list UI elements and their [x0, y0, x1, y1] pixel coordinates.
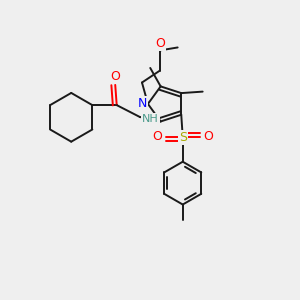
Text: N: N: [138, 98, 147, 110]
Text: O: O: [152, 130, 162, 143]
Text: O: O: [110, 70, 120, 83]
Text: O: O: [155, 37, 165, 50]
Text: O: O: [203, 130, 213, 143]
Text: S: S: [179, 130, 187, 144]
Text: NH: NH: [142, 114, 159, 124]
